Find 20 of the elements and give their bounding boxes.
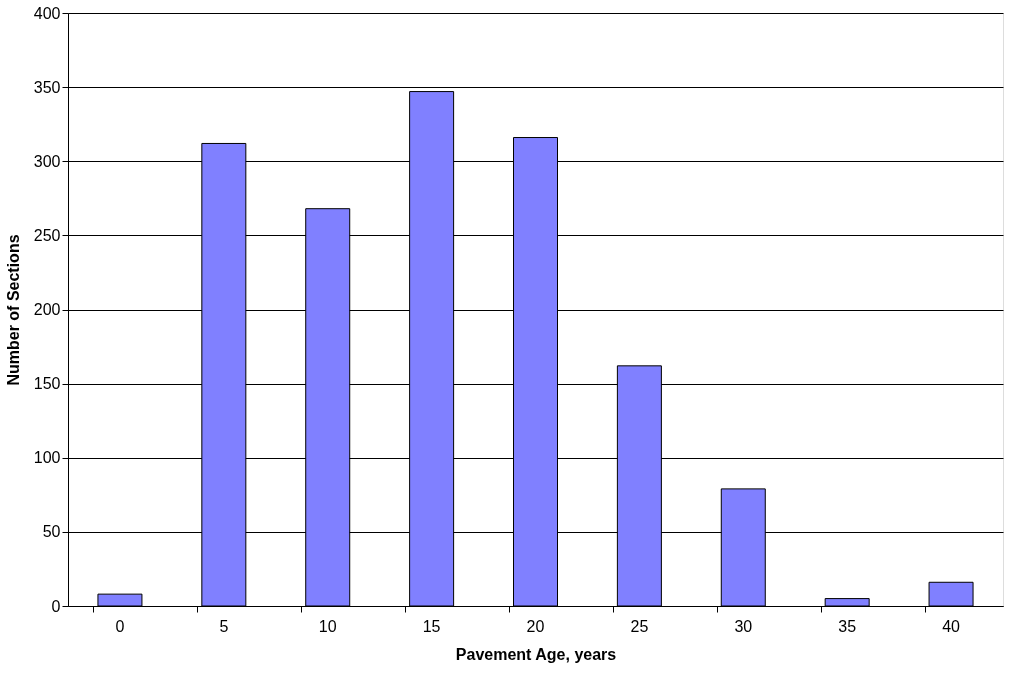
- y-axis-title: Number of Sections: [4, 234, 22, 386]
- y-tick-label: 0: [51, 597, 61, 615]
- y-tick-label: 150: [33, 375, 61, 393]
- y-tick-label: 300: [33, 152, 61, 170]
- x-tick-label: 25: [630, 617, 649, 635]
- y-tick-label: 100: [33, 449, 61, 467]
- x-tick-label: 20: [526, 617, 545, 635]
- x-tick-label: 5: [219, 617, 229, 635]
- y-tick-label: 350: [33, 78, 61, 96]
- x-tick-label: 35: [838, 617, 857, 635]
- x-axis-title: Pavement Age, years: [455, 645, 617, 663]
- x-tick-label: 10: [318, 617, 337, 635]
- x-tick-label: 0: [115, 617, 125, 635]
- y-tick-label: 250: [33, 226, 61, 244]
- y-tick-label: 400: [33, 4, 61, 22]
- x-tick-label: 30: [734, 617, 753, 635]
- x-tick-label: 15: [422, 617, 441, 635]
- y-tick-label: 200: [33, 301, 61, 318]
- y-tick-label: 50: [42, 523, 61, 541]
- x-tick-label: 40: [942, 617, 961, 635]
